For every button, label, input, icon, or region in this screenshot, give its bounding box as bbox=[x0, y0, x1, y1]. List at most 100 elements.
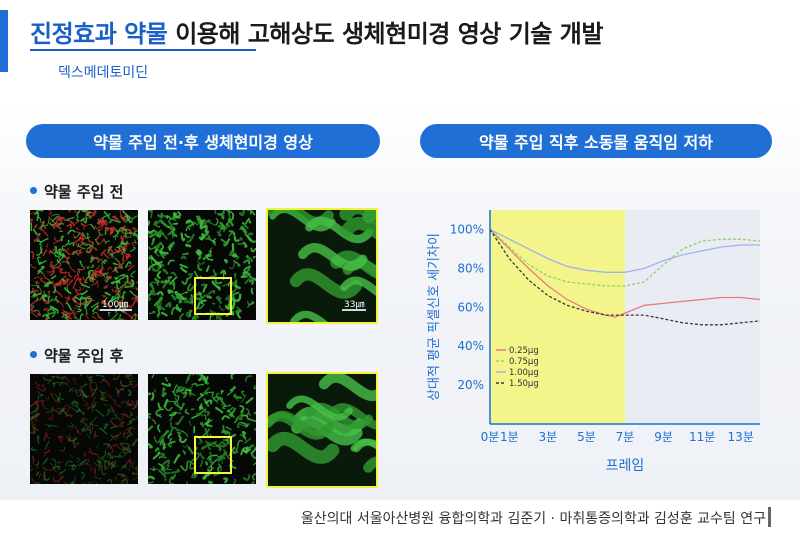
texture-stroke bbox=[61, 313, 68, 319]
texture-stroke bbox=[233, 272, 237, 280]
texture-stroke bbox=[201, 428, 211, 437]
texture-stroke bbox=[61, 261, 70, 265]
texture-stroke bbox=[183, 391, 188, 399]
texture-stroke bbox=[148, 475, 155, 480]
texture-stroke bbox=[84, 425, 91, 432]
texture-stroke bbox=[238, 415, 243, 421]
texture-stroke bbox=[250, 247, 256, 253]
texture-stroke bbox=[74, 288, 82, 295]
texture-stroke bbox=[112, 262, 118, 266]
texture-stroke bbox=[104, 291, 111, 296]
texture-stroke bbox=[236, 439, 243, 448]
texture-stroke bbox=[240, 421, 249, 428]
texture-stroke bbox=[151, 265, 161, 272]
texture-stroke bbox=[206, 253, 214, 261]
texture-stroke bbox=[36, 297, 39, 301]
texture-stroke bbox=[162, 459, 171, 466]
texture-stroke bbox=[244, 272, 249, 277]
texture-stroke bbox=[43, 448, 51, 454]
texture-stroke bbox=[102, 274, 106, 278]
texture-stroke bbox=[61, 278, 67, 282]
texture-stroke bbox=[233, 293, 242, 302]
texture-stroke bbox=[90, 279, 99, 286]
texture-stroke bbox=[129, 374, 133, 379]
texture-stroke bbox=[61, 235, 64, 242]
texture-stroke bbox=[81, 423, 87, 431]
texture-stroke bbox=[153, 296, 163, 307]
texture-stroke bbox=[186, 374, 195, 381]
texture-stroke bbox=[56, 301, 64, 308]
vessel-stroke bbox=[298, 243, 368, 271]
texture-stroke bbox=[196, 394, 205, 401]
texture-stroke bbox=[133, 228, 137, 234]
micro-after-green bbox=[148, 374, 256, 484]
texture-stroke bbox=[252, 472, 256, 481]
texture-stroke bbox=[170, 468, 181, 474]
texture-stroke bbox=[37, 265, 45, 273]
texture-stroke bbox=[86, 265, 90, 269]
texture-stroke bbox=[84, 300, 89, 307]
texture-stroke bbox=[87, 299, 95, 302]
texture-stroke bbox=[92, 401, 97, 409]
texture-stroke bbox=[125, 215, 132, 224]
vessel-stroke bbox=[318, 374, 376, 401]
texture-stroke bbox=[58, 267, 63, 271]
texture-stroke bbox=[249, 210, 253, 215]
texture-stroke bbox=[68, 271, 73, 278]
texture-stroke bbox=[200, 283, 207, 288]
texture-stroke bbox=[197, 408, 207, 417]
texture-stroke bbox=[172, 222, 179, 225]
texture-stroke bbox=[181, 277, 189, 285]
texture-stroke bbox=[107, 452, 112, 460]
texture-stroke bbox=[112, 398, 117, 404]
texture-stroke bbox=[197, 264, 203, 271]
texture-stroke bbox=[50, 393, 58, 403]
texture-stroke bbox=[204, 399, 213, 405]
texture-stroke bbox=[113, 434, 118, 438]
texture-stroke bbox=[119, 210, 125, 216]
texture-stroke bbox=[66, 279, 74, 288]
texture-stroke bbox=[221, 429, 231, 435]
texture-stroke bbox=[222, 224, 231, 233]
texture-stroke bbox=[190, 408, 195, 411]
texture-stroke bbox=[182, 462, 189, 472]
texture-stroke bbox=[94, 476, 102, 480]
micro-after-overview bbox=[30, 374, 138, 484]
texture-stroke bbox=[73, 273, 79, 280]
texture-stroke bbox=[131, 438, 138, 446]
texture-stroke bbox=[206, 451, 212, 461]
texture-stroke bbox=[126, 404, 132, 407]
texture-stroke bbox=[88, 375, 92, 381]
texture-stroke bbox=[126, 434, 133, 440]
texture-stroke bbox=[75, 409, 81, 413]
texture-stroke bbox=[89, 421, 99, 426]
texture-stroke bbox=[51, 409, 59, 415]
texture-stroke bbox=[197, 260, 206, 265]
texture-stroke bbox=[57, 475, 64, 483]
texture-stroke bbox=[133, 467, 138, 475]
texture-stroke bbox=[70, 439, 76, 444]
texture-stroke bbox=[220, 389, 224, 395]
texture-stroke bbox=[252, 481, 255, 484]
texture-stroke bbox=[129, 410, 133, 417]
micro-before-zoom bbox=[266, 208, 378, 324]
texture-stroke bbox=[90, 301, 100, 308]
scale-bar-33 bbox=[342, 309, 366, 311]
texture-stroke bbox=[129, 246, 136, 252]
texture-stroke bbox=[37, 312, 41, 317]
texture-stroke bbox=[227, 409, 235, 418]
texture-stroke bbox=[51, 215, 60, 223]
texture-stroke bbox=[55, 375, 65, 380]
texture-stroke bbox=[170, 294, 177, 301]
texture-stroke bbox=[98, 230, 101, 235]
texture-stroke bbox=[44, 457, 49, 462]
texture-stroke bbox=[187, 446, 194, 455]
texture-stroke bbox=[120, 274, 129, 278]
texture-stroke bbox=[100, 217, 107, 226]
texture-stroke bbox=[211, 280, 221, 290]
texture-stroke bbox=[68, 242, 75, 247]
texture-stroke bbox=[86, 407, 94, 412]
texture-stroke bbox=[59, 230, 63, 233]
texture-stroke bbox=[44, 387, 47, 391]
texture-stroke bbox=[40, 294, 47, 300]
